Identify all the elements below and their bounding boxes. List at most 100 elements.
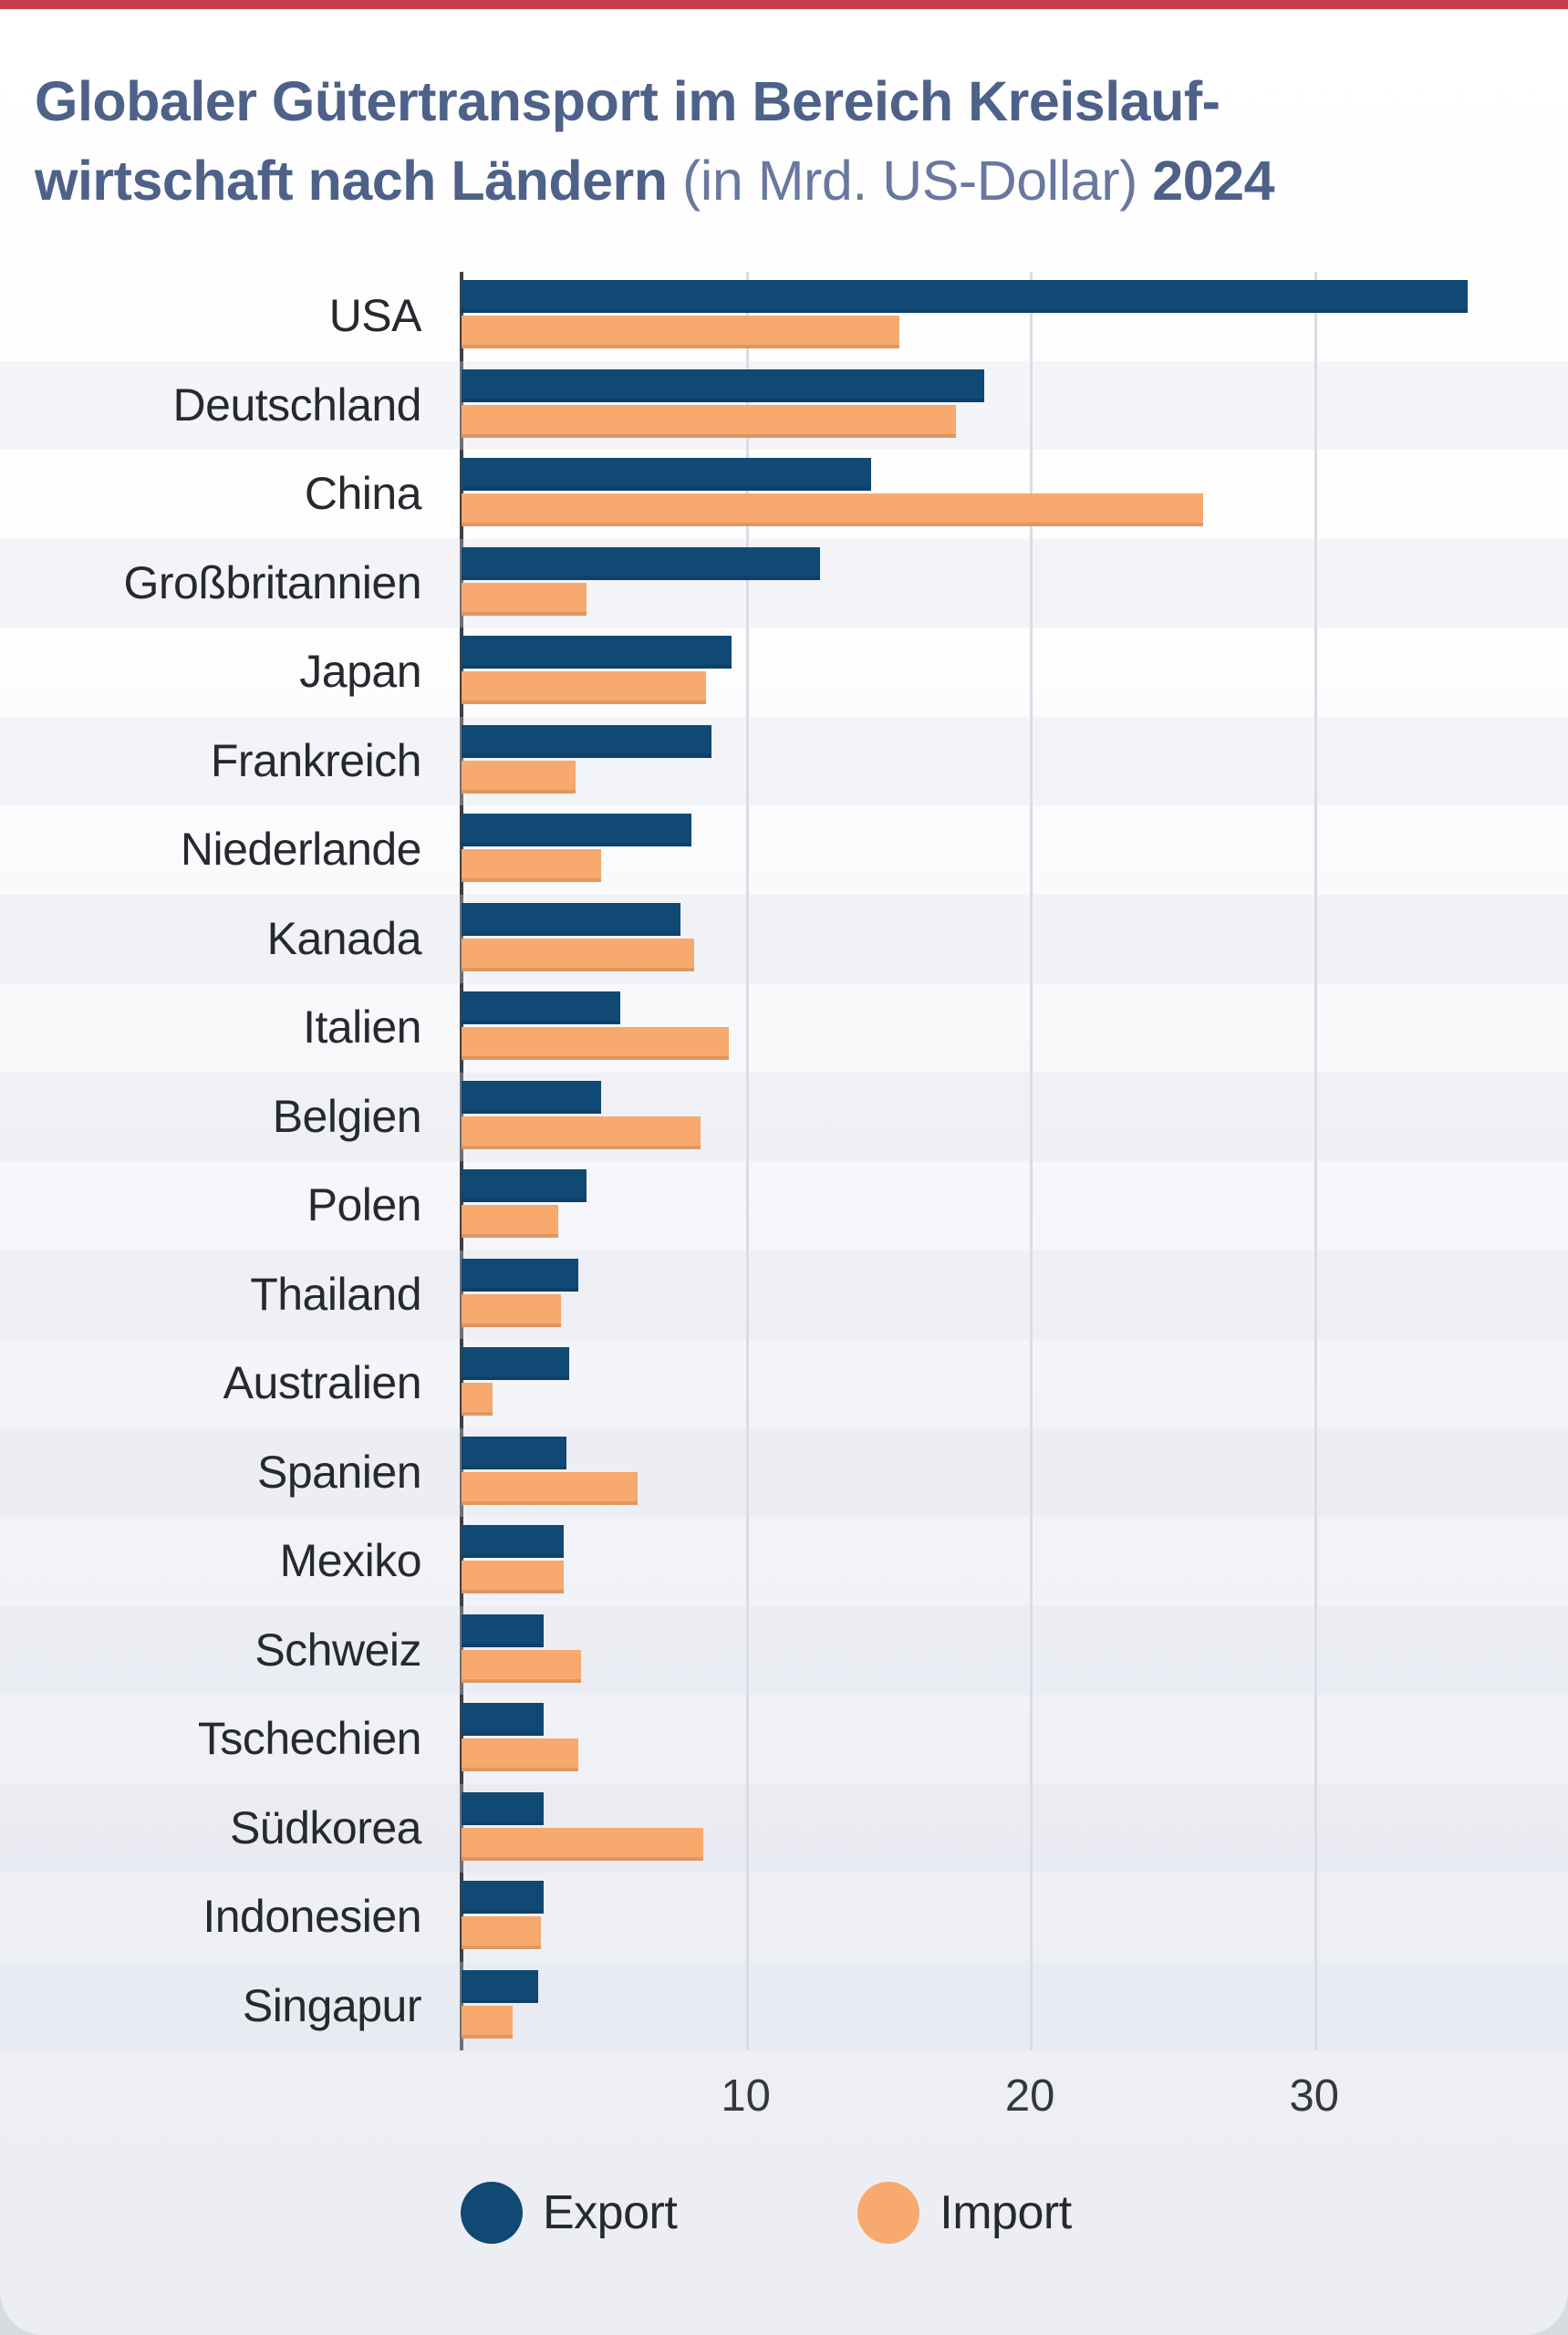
import-bar xyxy=(462,1827,703,1861)
x-axis-labels: 10 20 30 xyxy=(0,2050,1568,2156)
country-bars xyxy=(462,1517,1568,1606)
top-accent-bar xyxy=(0,0,1568,9)
export-bar xyxy=(462,1258,578,1292)
country-bars xyxy=(462,450,1568,539)
country-bars xyxy=(462,1251,1568,1340)
export-bar xyxy=(462,1791,545,1825)
import-bar xyxy=(462,2005,514,2039)
chart-row: Polen xyxy=(0,1161,1568,1251)
gridline xyxy=(1314,272,1317,2051)
country-label: Polen xyxy=(306,1179,422,1231)
country-bars xyxy=(462,895,1568,984)
chart-row: Tschechien xyxy=(0,1695,1568,1784)
country-label: USA xyxy=(328,290,422,342)
country-bars xyxy=(462,1873,1568,1962)
country-label: Tschechien xyxy=(197,1713,422,1765)
import-bar xyxy=(462,1649,581,1683)
country-label: China xyxy=(304,468,422,520)
chart-row: USA xyxy=(0,272,1568,361)
import-swatch-icon xyxy=(857,2182,920,2245)
import-bar xyxy=(462,849,601,883)
chart-row: Mexiko xyxy=(0,1517,1568,1606)
export-bar xyxy=(462,1347,570,1381)
export-bar xyxy=(462,1436,567,1469)
country-bars xyxy=(462,628,1568,717)
country-label: Deutschland xyxy=(172,379,422,431)
import-bar xyxy=(462,582,587,616)
country-label: Japan xyxy=(299,646,421,698)
import-bar xyxy=(462,1383,493,1417)
chart-row: Singapur xyxy=(0,1961,1568,2051)
import-bar xyxy=(462,1738,578,1772)
country-label: Thailand xyxy=(250,1268,421,1320)
import-bar xyxy=(462,760,576,794)
country-label: Großbritannien xyxy=(123,556,422,608)
chart-row: Südkorea xyxy=(0,1783,1568,1873)
export-bar xyxy=(462,368,985,402)
country-label: Schweiz xyxy=(254,1624,421,1676)
x-tick-label: 10 xyxy=(721,2071,771,2122)
export-bar xyxy=(462,814,692,847)
country-bars xyxy=(462,1428,1568,1518)
export-bar xyxy=(462,1881,545,1915)
bar-rows: USA Deutschland China Großbritannien Jap… xyxy=(0,272,1568,2051)
country-label: Südkorea xyxy=(229,1801,422,1853)
chart-row: Spanien xyxy=(0,1427,1568,1518)
country-bars xyxy=(462,1606,1568,1696)
country-label: Frankreich xyxy=(210,734,422,786)
gridline xyxy=(1030,272,1033,2051)
chart-row: Belgien xyxy=(0,1072,1568,1162)
gridline xyxy=(745,272,749,2051)
country-bars xyxy=(462,361,1568,451)
country-bars xyxy=(462,717,1568,806)
title-line-1: Globaler Gütertransport im Bereich Kreis… xyxy=(35,62,1532,141)
legend-item-import: Import xyxy=(857,2182,1072,2245)
export-bar xyxy=(462,902,680,936)
import-bar xyxy=(462,404,957,438)
export-bar xyxy=(462,1080,601,1114)
export-bar xyxy=(462,1525,565,1559)
import-bar xyxy=(462,671,706,705)
legend-label-export: Export xyxy=(543,2186,678,2240)
import-bar xyxy=(462,1027,729,1061)
import-bar xyxy=(462,938,695,971)
import-bar xyxy=(462,1916,542,1950)
chart-row: China xyxy=(0,450,1568,539)
import-bar xyxy=(462,1205,558,1239)
export-bar xyxy=(462,1169,587,1203)
country-bars xyxy=(462,272,1568,361)
country-bars xyxy=(462,1784,1568,1873)
x-tick-label: 30 xyxy=(1289,2071,1339,2122)
country-label: Italien xyxy=(303,1001,421,1053)
country-bars xyxy=(462,539,1568,628)
country-bars xyxy=(462,1962,1568,2051)
import-bar xyxy=(462,1561,565,1594)
chart-row: Großbritannien xyxy=(0,538,1568,628)
import-bar xyxy=(462,1293,562,1327)
chart-title: Globaler Gütertransport im Bereich Kreis… xyxy=(35,62,1532,221)
chart-row: Niederlande xyxy=(0,805,1568,895)
country-bars xyxy=(462,1073,1568,1162)
export-bar xyxy=(462,458,871,492)
country-label: Belgien xyxy=(272,1090,422,1142)
legend-label-import: Import xyxy=(940,2186,1072,2240)
country-bars xyxy=(462,983,1568,1073)
plot-area: USA Deutschland China Großbritannien Jap… xyxy=(0,272,1568,2051)
export-bar xyxy=(462,1969,539,2003)
country-label: Kanada xyxy=(266,912,422,964)
x-tick-label: 20 xyxy=(1004,2071,1055,2122)
import-bar xyxy=(462,493,1204,527)
title-bold-part1: Globaler Gütertransport im Bereich Kreis… xyxy=(35,70,1220,132)
legend: Export Import xyxy=(461,2182,1568,2245)
title-subtitle-unit: (in Mrd. US-Dollar) xyxy=(667,150,1153,213)
country-label: Indonesien xyxy=(202,1891,421,1943)
country-bars xyxy=(462,1339,1568,1428)
chart-row: Italien xyxy=(0,983,1568,1073)
export-bar xyxy=(462,1614,545,1647)
chart-row: Frankreich xyxy=(0,716,1568,806)
chart-row: Kanada xyxy=(0,894,1568,984)
chart-row: Thailand xyxy=(0,1250,1568,1340)
country-label: Singapur xyxy=(242,1979,422,2031)
export-bar xyxy=(462,724,712,758)
